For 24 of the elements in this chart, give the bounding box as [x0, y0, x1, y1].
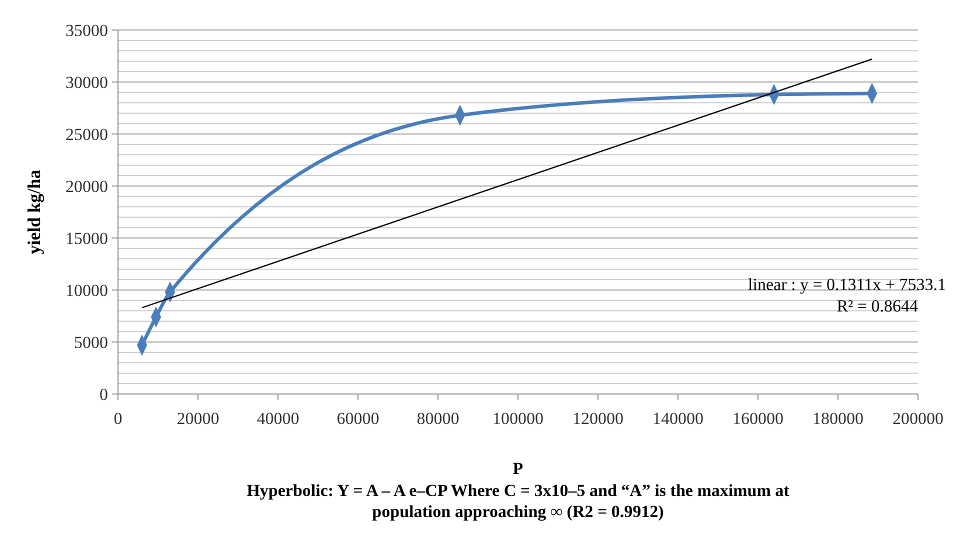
x-axis-title: P [512, 459, 524, 478]
y-tick-label: 5000 [74, 332, 108, 352]
annotation: R² = 0.8644 [836, 296, 918, 316]
x-tick-label: 40000 [256, 409, 300, 428]
x-tick-label: 180000 [812, 409, 864, 428]
y-axis-title: yield kg/ha [24, 170, 44, 254]
text: Hyperbolic: Y = A – A e–CP Where C = 3x10–5 and “A” is the maximum at population approaching ∞ (R2 = 0.9912) [246, 481, 790, 521]
x-tick-label: 140000 [652, 409, 704, 428]
y-tick-label: 30000 [66, 72, 108, 92]
y-tick-label: 15000 [66, 228, 108, 248]
x-tick-label: 20000 [176, 409, 220, 428]
y-tick-label: 35000 [66, 20, 108, 40]
y-tick-label: 25000 [66, 124, 108, 144]
x-tick-label: 60000 [336, 409, 380, 428]
x-tick-label: 160000 [732, 409, 784, 428]
x-tick-label: 0 [114, 409, 122, 428]
y-tick-label: 0 [100, 384, 108, 404]
x-tick-label: 100000 [492, 409, 544, 428]
y-tick-label: 10000 [66, 280, 108, 300]
y-tick-label: 20000 [66, 176, 108, 196]
x-tick-label: 120000 [572, 409, 624, 428]
x-tick-label: 200000 [892, 409, 944, 428]
x-tick-label: 80000 [416, 409, 460, 428]
annotation: linear : y = 0.1311x + 7533.1 [748, 274, 946, 294]
